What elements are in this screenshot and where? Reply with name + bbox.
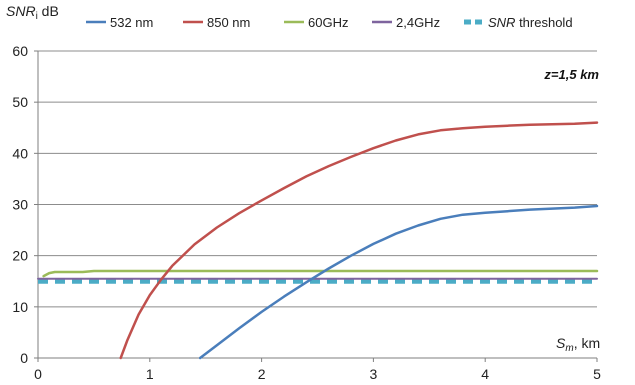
legend-label-italic: SNR <box>488 15 515 30</box>
y-tick-label: 50 <box>12 94 28 110</box>
y-tick-label: 0 <box>20 350 28 366</box>
x-axis-label-sub: m <box>565 343 573 354</box>
y-tick-labels: 0 10 20 30 40 50 60 <box>12 43 28 366</box>
legend-label-text: 532 nm <box>110 15 153 30</box>
legend-label-text: 60GHz <box>308 15 348 30</box>
series-lines <box>37 121 599 360</box>
legend-label-text: 850 nm <box>207 15 250 30</box>
y-axis-label-sub: i <box>36 11 38 22</box>
grid-lines <box>38 50 597 308</box>
annotation-z: z=1,5 km <box>543 67 599 82</box>
legend-label-text: threshold <box>515 15 572 30</box>
legend: 532 nm 850 nm 60GHz 2,4GHz SNR threshold <box>86 15 573 30</box>
legend-label: 532 nm <box>110 15 153 30</box>
x-tick-labels: 0 1 2 3 4 5 <box>34 366 601 382</box>
y-axis-label-main: SNR <box>6 3 36 19</box>
legend-label-text: 2,4GHz <box>396 15 440 30</box>
y-axis-label: SNRi dB <box>6 3 59 22</box>
x-axis-label: Sm, km <box>556 335 600 354</box>
legend-label: SNR threshold <box>488 15 573 30</box>
x-tick-label: 1 <box>146 366 154 382</box>
series-line-1 <box>119 121 599 360</box>
y-tick-label: 10 <box>12 299 28 315</box>
x-tick-label: 0 <box>34 366 42 382</box>
legend-label: 60GHz <box>308 15 348 30</box>
x-tick-label: 4 <box>481 366 489 382</box>
x-axis-label-unit: , km <box>574 335 600 351</box>
y-tick-label: 20 <box>12 248 28 264</box>
x-tick-label: 5 <box>593 366 601 382</box>
x-tick-label: 3 <box>370 366 378 382</box>
x-axis-label-main: S <box>556 335 566 351</box>
x-tick-label: 2 <box>258 366 266 382</box>
legend-label: 2,4GHz <box>396 15 440 30</box>
series-line-2 <box>42 269 599 278</box>
y-tick-label: 40 <box>12 145 28 161</box>
y-axis-label-unit: dB <box>38 3 59 19</box>
legend-label: 850 nm <box>207 15 250 30</box>
y-tick-label: 60 <box>12 43 28 59</box>
y-tick-label: 30 <box>12 197 28 213</box>
series-line-0 <box>198 204 599 360</box>
axes <box>34 50 598 362</box>
